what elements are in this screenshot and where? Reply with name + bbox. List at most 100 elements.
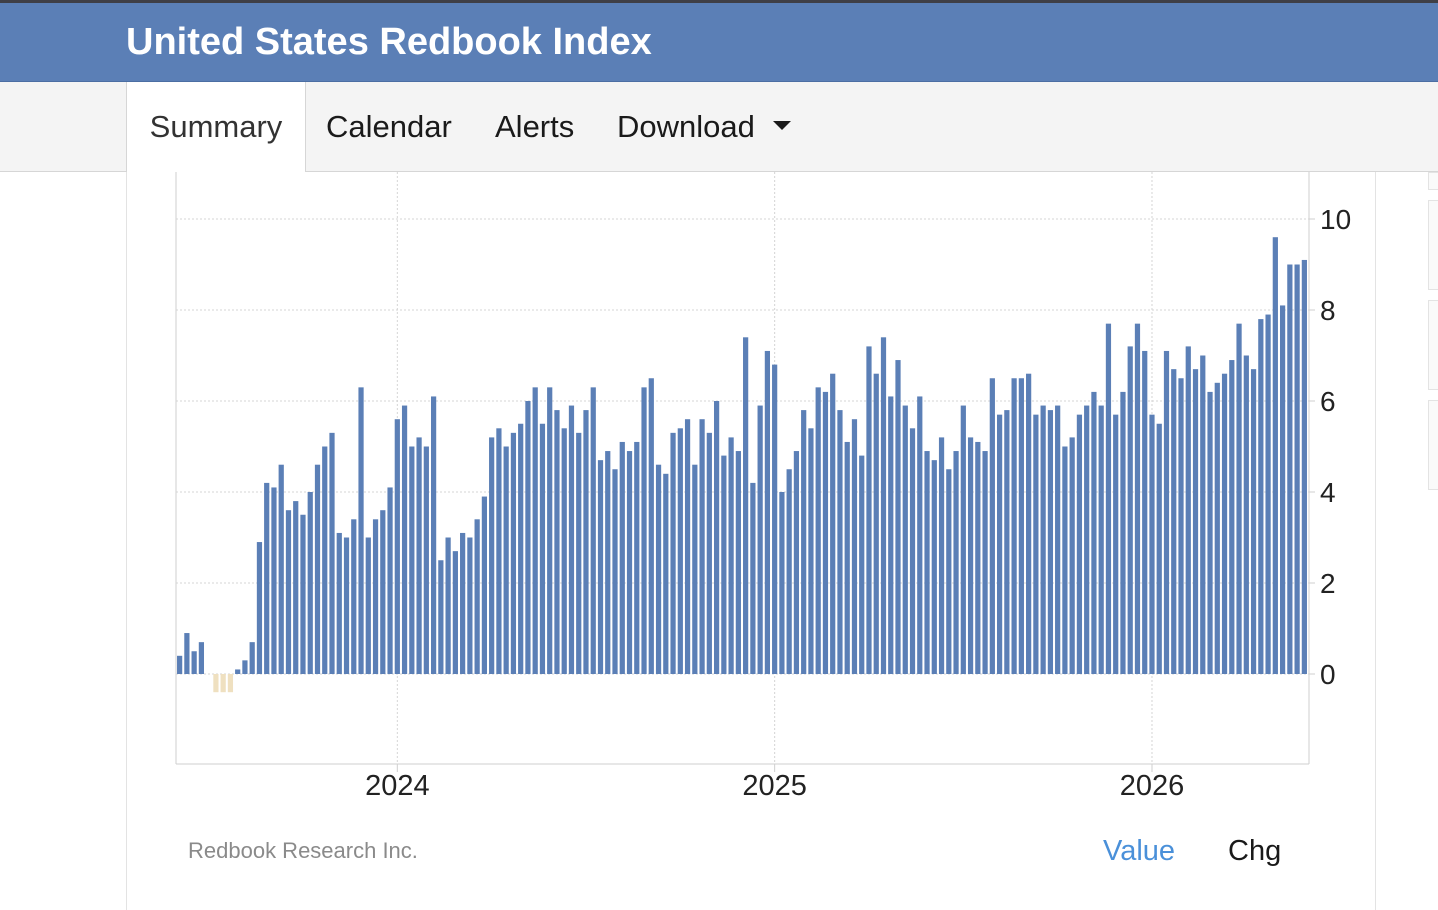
bar [815, 387, 821, 674]
bar [1076, 414, 1083, 674]
bar [1026, 373, 1032, 674]
bar [322, 446, 328, 674]
bar [801, 410, 807, 674]
bar [1134, 323, 1141, 674]
tab-download-label: Download [617, 109, 755, 144]
bar [438, 560, 444, 674]
bar [909, 428, 916, 674]
value-toggle-button[interactable]: Value [1103, 835, 1176, 867]
bar [982, 451, 988, 674]
bar [902, 405, 908, 674]
bar [503, 446, 509, 674]
bar [1127, 346, 1133, 674]
bar [1105, 323, 1112, 674]
bar [946, 469, 952, 674]
bar [1250, 369, 1257, 674]
y-tick-label: 6 [1320, 386, 1336, 417]
x-tick-label: 2024 [365, 770, 430, 802]
bar [917, 396, 923, 674]
bar [663, 473, 669, 674]
bar [721, 455, 727, 674]
bar [634, 441, 640, 674]
bar [1279, 305, 1286, 674]
bar [641, 387, 647, 674]
top-border [0, 0, 1438, 3]
bar [772, 364, 778, 674]
bar [888, 396, 894, 674]
tab-alerts[interactable]: Alerts [495, 109, 575, 144]
x-tick-label: 2026 [1120, 770, 1185, 802]
page-header: United States Redbook Index [0, 3, 1438, 82]
bar [648, 378, 654, 674]
bar [539, 423, 546, 674]
bar [924, 451, 930, 674]
bar [409, 446, 415, 674]
bar [1149, 414, 1155, 674]
bar [365, 537, 371, 674]
bar [1214, 382, 1220, 674]
bar [880, 337, 887, 674]
bar [1120, 391, 1126, 674]
bar [779, 492, 785, 674]
chg-toggle-button[interactable]: Chg [1228, 835, 1282, 867]
bar [757, 405, 763, 674]
bar [561, 428, 567, 674]
bar [300, 514, 306, 674]
bar [278, 464, 284, 674]
bar [706, 432, 712, 674]
bar [1207, 391, 1213, 674]
bar [329, 432, 335, 674]
bar [1294, 264, 1300, 674]
bar [235, 669, 241, 674]
bar [184, 633, 190, 674]
bar [808, 428, 814, 674]
bar [837, 410, 843, 674]
bar [285, 510, 292, 674]
bar [372, 519, 379, 674]
bar [314, 464, 321, 674]
bar [1171, 369, 1177, 674]
bar [1084, 405, 1090, 674]
bar [1265, 314, 1271, 674]
tab-summary[interactable]: Summary [126, 82, 306, 172]
bar [786, 469, 792, 674]
content-panel-right-border [1375, 172, 1376, 910]
y-tick-label: 10 [1320, 204, 1351, 235]
bar [460, 532, 466, 674]
bar [655, 464, 662, 674]
bar [1062, 446, 1068, 674]
bar [590, 387, 596, 674]
bar [1047, 410, 1054, 674]
tab-calendar[interactable]: Calendar [326, 109, 452, 144]
bar [554, 410, 560, 674]
bar [177, 655, 183, 674]
bar [1200, 355, 1206, 674]
bar [489, 437, 495, 674]
bar [1040, 405, 1046, 674]
bar [743, 337, 749, 674]
bar [684, 419, 691, 674]
bar [568, 405, 575, 674]
bar [989, 378, 995, 674]
bar [1142, 350, 1148, 674]
bar [525, 401, 531, 674]
source-credit: Redbook Research Inc. [188, 838, 418, 863]
bar [336, 532, 342, 674]
tab-bar: Summary Calendar Alerts Download [0, 82, 1438, 172]
bar [227, 674, 234, 693]
bar [597, 460, 604, 674]
bar [358, 387, 364, 674]
bar [220, 674, 226, 693]
bar [394, 419, 400, 674]
bar [938, 437, 945, 674]
bar [445, 537, 451, 674]
side-panel-stub [1428, 400, 1438, 490]
bar [1178, 378, 1184, 674]
tab-download[interactable]: Download [617, 82, 791, 171]
side-panel-stub [1428, 200, 1438, 290]
bar [750, 482, 756, 674]
bar [953, 451, 959, 674]
bar [198, 642, 205, 674]
bar [271, 487, 277, 674]
